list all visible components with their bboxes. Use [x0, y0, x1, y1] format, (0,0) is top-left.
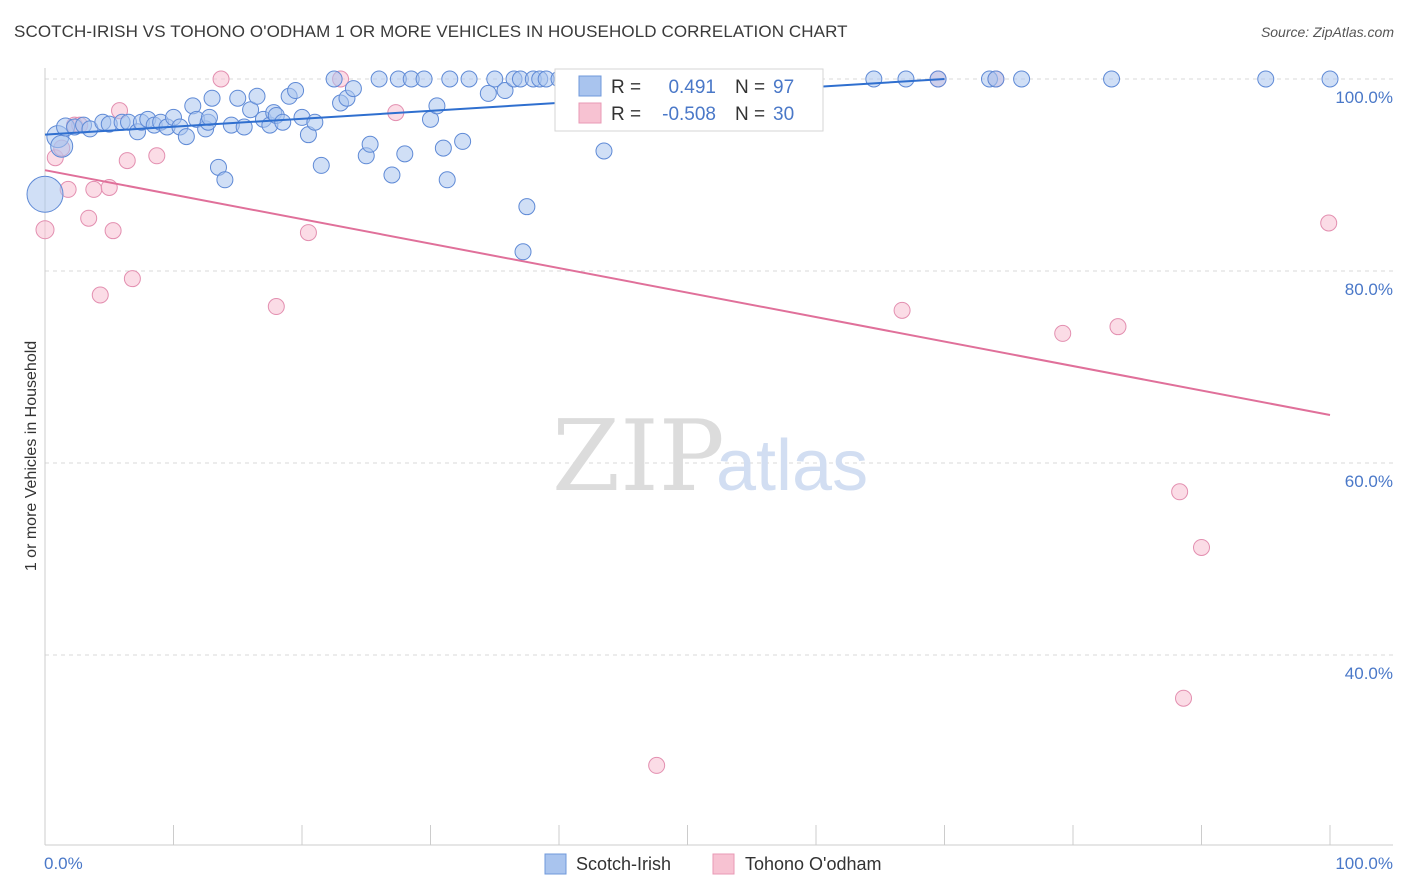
scotch-irish-point-60 — [441, 70, 459, 88]
scotch-irish-point-24 — [200, 108, 218, 126]
scotch-irish-point-64 — [496, 82, 514, 100]
scotch-irish-point-68 — [514, 243, 532, 261]
y-tick-label-60: 60.0% — [1345, 472, 1393, 491]
tohono-point-7 — [85, 180, 103, 198]
y-tick-label-100: 100.0% — [1335, 88, 1393, 107]
bottom-legend-swatch-pink — [712, 853, 735, 875]
scotch-irish-point-19 — [177, 128, 195, 146]
tohono-point-6 — [80, 209, 98, 227]
tohono-point-10 — [104, 222, 122, 240]
trendline-tohono — [44, 169, 1331, 416]
chart-title: SCOTCH-IRISH VS TOHONO O'ODHAM 1 OR MORE… — [14, 22, 848, 41]
x-tick-label-max: 100.0% — [1335, 854, 1393, 873]
tohono-point-29 — [1320, 214, 1338, 232]
bottom-legend-swatch-blue — [544, 853, 567, 875]
tohono-point-27 — [1175, 689, 1193, 707]
stats-legend-swatch-pink — [578, 102, 602, 124]
watermark-zip: ZIP — [552, 400, 725, 514]
scotch-irish-point-42 — [306, 113, 324, 131]
scotch-irish-point-59 — [438, 171, 456, 189]
y-tick-label-40: 40.0% — [1345, 664, 1393, 683]
bottom-legend: Scotch-Irish Tohono O'odham — [544, 853, 882, 875]
scotch-irish-point-62 — [479, 84, 497, 102]
scotch-irish-point-94 — [1321, 70, 1339, 88]
tohono-point-24 — [1054, 324, 1072, 342]
scotch-irish-point-2 — [50, 134, 74, 158]
scotch-irish-point-32 — [248, 87, 266, 105]
scotch-irish-point-25 — [203, 89, 221, 107]
series-scotch-irish-points — [26, 70, 1339, 261]
watermark: ZIP atlas — [552, 400, 868, 514]
tohono-point-8 — [91, 286, 109, 304]
tohono-point-0 — [35, 220, 55, 240]
scotch-irish-point-53 — [396, 145, 414, 163]
chart-source: Source: ZipAtlas.com — [1260, 24, 1394, 40]
scotch-irish-point-87 — [897, 70, 915, 88]
scotch-irish-point-61 — [454, 132, 472, 150]
stats-legend-swatch-blue — [578, 75, 602, 97]
y-tick-label-80: 80.0% — [1345, 280, 1393, 299]
legend-r-value-2: -0.508 — [662, 104, 716, 125]
scotch-irish-point-0 — [26, 175, 64, 213]
scotch-irish-point-67 — [518, 198, 536, 216]
axes — [44, 68, 1393, 846]
watermark-atlas: atlas — [716, 426, 868, 506]
scotch-irish-point-47 — [344, 80, 362, 98]
scotch-irish-point-44 — [325, 70, 343, 88]
scotch-irish-point-92 — [1103, 70, 1121, 88]
scotch-irish-point-27 — [216, 171, 234, 189]
scotch-irish-point-96 — [460, 70, 478, 88]
scotch-irish-point-75 — [595, 142, 613, 160]
legend-r-label-2: R = — [611, 104, 641, 125]
legend-n-value-1: 97 — [773, 77, 794, 98]
tohono-point-16 — [267, 298, 285, 316]
legend-n-value-2: 30 — [773, 104, 794, 125]
tohono-point-26 — [1171, 483, 1189, 501]
scotch-irish-point-43 — [312, 156, 330, 174]
scotch-irish-point-49 — [361, 135, 379, 153]
gridlines — [45, 78, 1393, 656]
tohono-point-14 — [148, 147, 166, 165]
y-tick-labels: 100.0% 80.0% 60.0% 40.0% — [1335, 88, 1393, 683]
legend-r-value-1: 0.491 — [668, 77, 716, 98]
legend-r-label-1: R = — [611, 77, 641, 98]
scotch-irish-point-50 — [370, 70, 388, 88]
x-tick-label-min: 0.0% — [44, 854, 83, 873]
scotch-irish-point-93 — [1257, 70, 1275, 88]
stats-legend: R = 0.491 N = 97 R = -0.508 N = 30 — [554, 68, 824, 132]
scotch-irish-point-91 — [1013, 70, 1031, 88]
legend-n-label-1: N = — [735, 77, 765, 98]
tohono-point-17 — [299, 224, 317, 242]
scotch-irish-point-51 — [383, 166, 401, 184]
tohono-point-13 — [123, 270, 141, 288]
scotch-irish-point-63 — [486, 70, 504, 88]
scotch-irish-point-90 — [987, 70, 1005, 88]
tohono-point-28 — [1193, 538, 1210, 556]
scotch-irish-point-29 — [229, 89, 247, 107]
tohono-point-15 — [212, 70, 230, 88]
legend-n-label-2: N = — [735, 104, 765, 125]
scotch-irish-point-58 — [434, 139, 452, 157]
tohono-point-21 — [893, 301, 911, 319]
tohono-point-12 — [118, 152, 136, 170]
scotch-irish-point-39 — [287, 82, 305, 100]
scotch-irish-point-37 — [274, 113, 292, 131]
scotch-irish-point-55 — [415, 70, 433, 88]
tohono-point-20 — [648, 756, 666, 774]
y-axis-label: 1 or more Vehicles in Household — [23, 341, 40, 571]
bottom-legend-label-2: Tohono O'odham — [745, 854, 882, 874]
bottom-legend-label-1: Scotch-Irish — [576, 854, 671, 874]
tohono-point-25 — [1109, 318, 1127, 336]
